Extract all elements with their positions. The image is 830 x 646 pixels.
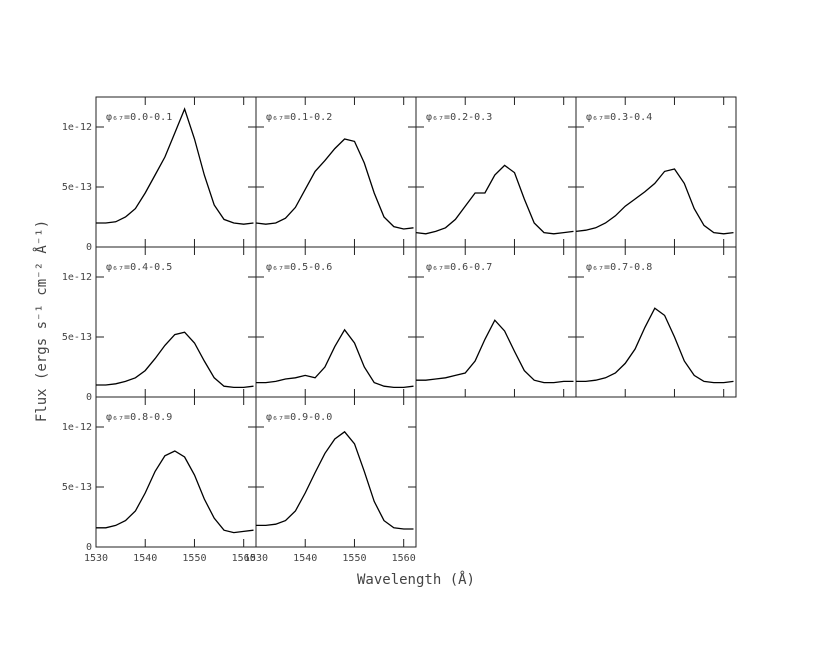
y-tick-label: 0: [86, 242, 92, 253]
panel-title: φ₆₇=0.6-0.7: [426, 262, 492, 273]
spectrum-line: [576, 307, 734, 384]
y-tick-label: 1e-12: [62, 122, 92, 133]
panel-title: φ₆₇=0.3-0.4: [586, 112, 652, 123]
x-tick-label: 1530: [84, 553, 108, 564]
spectrum-line: [575, 168, 734, 235]
x-tick-label: 1550: [182, 553, 206, 564]
y-tick-label: 1e-12: [62, 422, 92, 433]
y-tick-label: 0: [86, 392, 92, 403]
spectrum-line: [96, 331, 254, 389]
panel-title: φ₆₇=0.4-0.5: [106, 262, 172, 273]
y-axis-label: Flux (ergs s⁻¹ cm⁻² Å⁻¹): [33, 220, 50, 422]
panel-title: φ₆₇=0.9-0.0: [266, 412, 332, 423]
spectrum-line: [96, 450, 254, 534]
x-tick-label: 1550: [342, 553, 366, 564]
y-tick-label: 5e-13: [62, 332, 92, 343]
spectrum-line: [256, 430, 414, 530]
x-tick-label: 1560: [232, 553, 256, 564]
x-tick-label: 1560: [392, 553, 416, 564]
panel-title: φ₆₇=0.0-0.1: [106, 112, 172, 123]
panel-frame: [255, 396, 417, 548]
x-tick-label: 1530: [244, 553, 268, 564]
y-tick-label: 0: [86, 542, 92, 553]
panel-title: φ₆₇=0.1-0.2: [266, 112, 332, 123]
x-axis-label: Wavelength (Å): [357, 571, 475, 588]
spectrum-line: [415, 164, 574, 235]
spectrum-line: [256, 328, 414, 389]
spectrum-line: [96, 107, 254, 225]
x-tick-label: 1540: [293, 553, 317, 564]
panel-title: φ₆₇=0.2-0.3: [426, 112, 492, 123]
panel-frame: [575, 246, 737, 398]
y-tick-label: 1e-12: [62, 272, 92, 283]
panel-title: φ₆₇=0.5-0.6: [266, 262, 332, 273]
y-tick-label: 5e-13: [62, 182, 92, 193]
y-tick-label: 5e-13: [62, 482, 92, 493]
x-tick-label: 1540: [133, 553, 157, 564]
panel-title: φ₆₇=0.7-0.8: [586, 262, 652, 273]
spectrum-line: [255, 138, 414, 230]
panel-title: φ₆₇=0.8-0.9: [106, 412, 172, 423]
spectrum-line: [416, 319, 574, 384]
